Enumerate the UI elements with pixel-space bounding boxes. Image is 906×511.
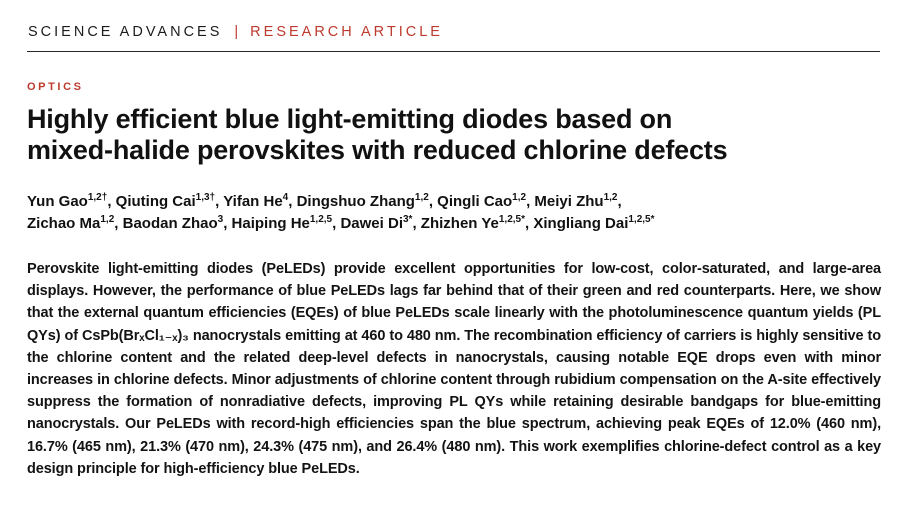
section-label: OPTICS xyxy=(27,81,84,93)
author-name: Zichao Ma xyxy=(27,215,101,232)
author-superscript: 3* xyxy=(403,214,413,225)
author-superscript: 1,2 xyxy=(414,192,429,203)
title-line: Highly efficient blue light-emitting dio… xyxy=(27,104,673,134)
article-title: Highly efficient blue light-emitting dio… xyxy=(27,104,880,166)
author-list: Yun Gao1,2†, Qiuting Cai1,3†, Yifan He4,… xyxy=(27,191,880,235)
author-name: Yifan He xyxy=(223,193,283,210)
author-name: Haiping He xyxy=(231,215,310,232)
author-superscript: 1,2 xyxy=(512,192,527,203)
author-superscript: 1,2† xyxy=(87,192,108,203)
abstract-text: Perovskite light-emitting diodes (PeLEDs… xyxy=(27,261,881,477)
author-name: Dawei Di xyxy=(340,215,403,232)
author-superscript: 1,2,5* xyxy=(628,214,655,225)
author-superscript: 1,3† xyxy=(195,192,216,203)
journal-name: SCIENCE ADVANCES xyxy=(28,24,223,40)
author-name: Zhizhen Ye xyxy=(420,215,499,232)
author-name: Qiuting Cai xyxy=(115,193,196,210)
author-name: Qingli Cao xyxy=(437,193,513,210)
author-superscript: 3 xyxy=(217,214,224,225)
author-superscript: 1,2,5 xyxy=(309,214,333,225)
article-type-label: RESEARCH ARTICLE xyxy=(250,24,443,40)
author-name: Meiyi Zhu xyxy=(534,193,604,210)
journal-masthead: SCIENCE ADVANCES | RESEARCH ARTICLE xyxy=(27,22,880,52)
author-superscript: 4 xyxy=(282,192,289,203)
masthead-separator: | xyxy=(234,24,239,40)
author-superscript: 1,2 xyxy=(603,192,618,203)
author-line: Zichao Ma1,2, Baodan Zhao3, Haiping He1,… xyxy=(27,214,655,233)
author-superscript: 1,2 xyxy=(100,214,115,225)
title-line: mixed-halide perovskites with reduced ch… xyxy=(27,135,728,165)
author-superscript: 1,2,5* xyxy=(498,214,526,225)
author-name: Dingshuo Zhang xyxy=(296,193,415,210)
author-name: Yun Gao xyxy=(27,193,88,210)
author-line: Yun Gao1,2†, Qiuting Cai1,3†, Yifan He4,… xyxy=(27,192,622,211)
author-name: Baodan Zhao xyxy=(122,215,218,232)
author-name: Xingliang Dai xyxy=(533,215,629,232)
